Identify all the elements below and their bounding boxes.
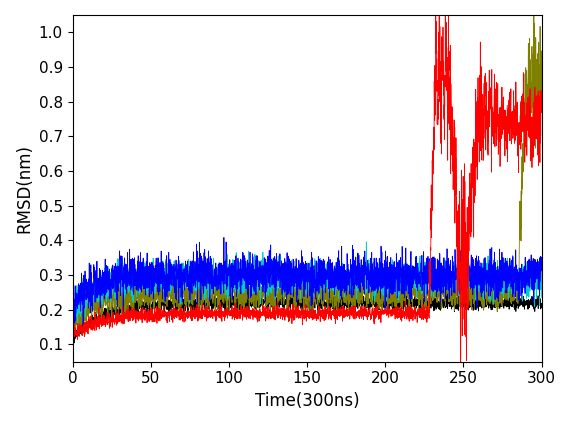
Y-axis label: RMSD(nm): RMSD(nm) [15,144,33,233]
X-axis label: Time(300ns): Time(300ns) [255,392,359,410]
